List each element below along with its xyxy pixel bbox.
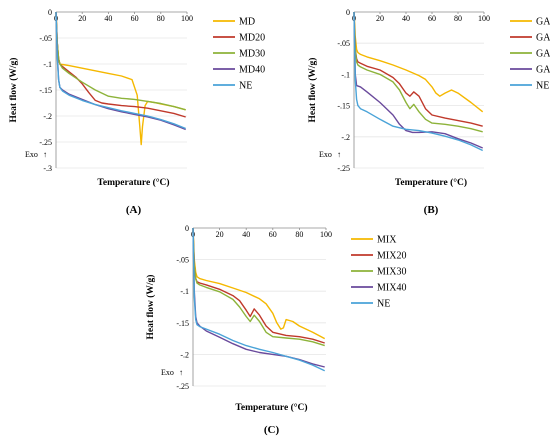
x-axis-title: Temperature (°C) bbox=[395, 177, 467, 188]
y-tick-label: -.15 bbox=[176, 319, 189, 328]
x-tick-label: 100 bbox=[181, 14, 193, 23]
x-tick-label: 20 bbox=[216, 230, 224, 239]
legend-label: MD30 bbox=[239, 49, 265, 60]
y-tick-label: -.1 bbox=[341, 70, 350, 79]
exo-label: Exo bbox=[319, 150, 332, 159]
y-tick-label: 0 bbox=[185, 224, 189, 233]
legend-label: MIX30 bbox=[377, 267, 406, 278]
y-tick-label: -.05 bbox=[176, 256, 189, 265]
y-tick-label: -.2 bbox=[180, 350, 189, 359]
series-line-mix40 bbox=[192, 227, 325, 368]
series-line-md30 bbox=[55, 11, 186, 111]
y-tick-label: -.2 bbox=[341, 133, 350, 142]
y-axis-title: Heat flow (W/g) bbox=[8, 58, 19, 123]
series-line-ne bbox=[55, 11, 186, 130]
legend-label: MD40 bbox=[239, 65, 265, 76]
legend-label: GA40 bbox=[536, 65, 550, 76]
y-tick-label: -.15 bbox=[39, 86, 52, 95]
x-tick-label: 40 bbox=[402, 14, 410, 23]
x-tick-label: 60 bbox=[131, 14, 139, 23]
x-tick-label: 60 bbox=[269, 230, 277, 239]
chart-panel-3: 0 20 40 60 80 1000-.05-.1-.15-.2-.25MIXMIX20M… bbox=[145, 224, 406, 436]
panel-label: (B) bbox=[424, 204, 439, 216]
series-line-mix30 bbox=[192, 227, 325, 347]
exo-arrow-icon: ↑ bbox=[43, 150, 47, 159]
y-tick-label: 0 bbox=[346, 8, 350, 17]
y-tick-label: 0 bbox=[48, 8, 52, 17]
y-tick-label: -.3 bbox=[43, 164, 52, 173]
x-tick-label: 60 bbox=[428, 14, 436, 23]
series-line-ga30 bbox=[353, 11, 483, 133]
y-tick-label: -.25 bbox=[337, 164, 350, 173]
y-axis-title: Heat flow (W/g) bbox=[145, 275, 156, 340]
legend-label: NE bbox=[377, 299, 390, 310]
y-tick-label: -.25 bbox=[176, 382, 189, 391]
legend-label: GA30 bbox=[536, 49, 550, 60]
x-axis-title: Temperature (°C) bbox=[97, 177, 169, 188]
y-tick-label: -.1 bbox=[43, 60, 52, 69]
series-line-ne bbox=[353, 11, 484, 152]
legend-label: NE bbox=[239, 81, 252, 92]
exo-arrow-icon: ↑ bbox=[179, 368, 183, 377]
x-tick-label: 80 bbox=[295, 230, 303, 239]
x-tick-label: 20 bbox=[78, 14, 86, 23]
x-axis-title: Temperature (°C) bbox=[235, 402, 307, 413]
y-axis-title: Heat flow (W/g) bbox=[307, 58, 318, 123]
exo-label: Exo bbox=[161, 368, 174, 377]
legend-label: MIX bbox=[377, 235, 397, 246]
legend-label: MIX40 bbox=[377, 283, 406, 294]
chart-panel-1: 0 20 40 60 80 1000-.05-.1-.15-.2-.25-.3MDMD20… bbox=[8, 8, 265, 216]
y-tick-label: -.1 bbox=[180, 287, 189, 296]
legend-label: MIX20 bbox=[377, 251, 406, 262]
legend-label: NE bbox=[536, 81, 549, 92]
x-tick-label: 20 bbox=[376, 14, 384, 23]
y-tick-label: -.2 bbox=[43, 112, 52, 121]
x-tick-label: 40 bbox=[104, 14, 112, 23]
series-line-md20 bbox=[55, 11, 186, 118]
series-line-ga bbox=[353, 11, 484, 113]
x-tick-label: 40 bbox=[242, 230, 250, 239]
y-tick-label: -.05 bbox=[39, 34, 52, 43]
x-tick-label: 100 bbox=[320, 230, 332, 239]
legend-label: MD bbox=[239, 17, 255, 28]
exo-label: Exo bbox=[25, 150, 38, 159]
series-line-mix bbox=[192, 227, 326, 340]
panel-label: (C) bbox=[264, 424, 280, 436]
chart-panel-2: 0204060801000-.05-.1-.15-.2-.25GAGA20GA3… bbox=[307, 8, 550, 216]
y-tick-label: -.05 bbox=[337, 39, 350, 48]
series-line-ga40 bbox=[353, 11, 483, 149]
y-tick-label: -.15 bbox=[337, 102, 350, 111]
x-tick-label: 100 bbox=[478, 14, 490, 23]
panel-label: (A) bbox=[126, 204, 142, 216]
series-line-ga20 bbox=[353, 11, 483, 127]
x-tick-label: 80 bbox=[454, 14, 462, 23]
series-line-mix20 bbox=[192, 227, 325, 344]
legend-label: MD20 bbox=[239, 33, 265, 44]
legend-label: GA bbox=[536, 17, 550, 28]
x-tick-label: 80 bbox=[157, 14, 165, 23]
y-tick-label: -.25 bbox=[39, 138, 52, 147]
legend-label: GA20 bbox=[536, 33, 550, 44]
series-line-ne bbox=[192, 227, 326, 372]
exo-arrow-icon: ↑ bbox=[337, 150, 341, 159]
